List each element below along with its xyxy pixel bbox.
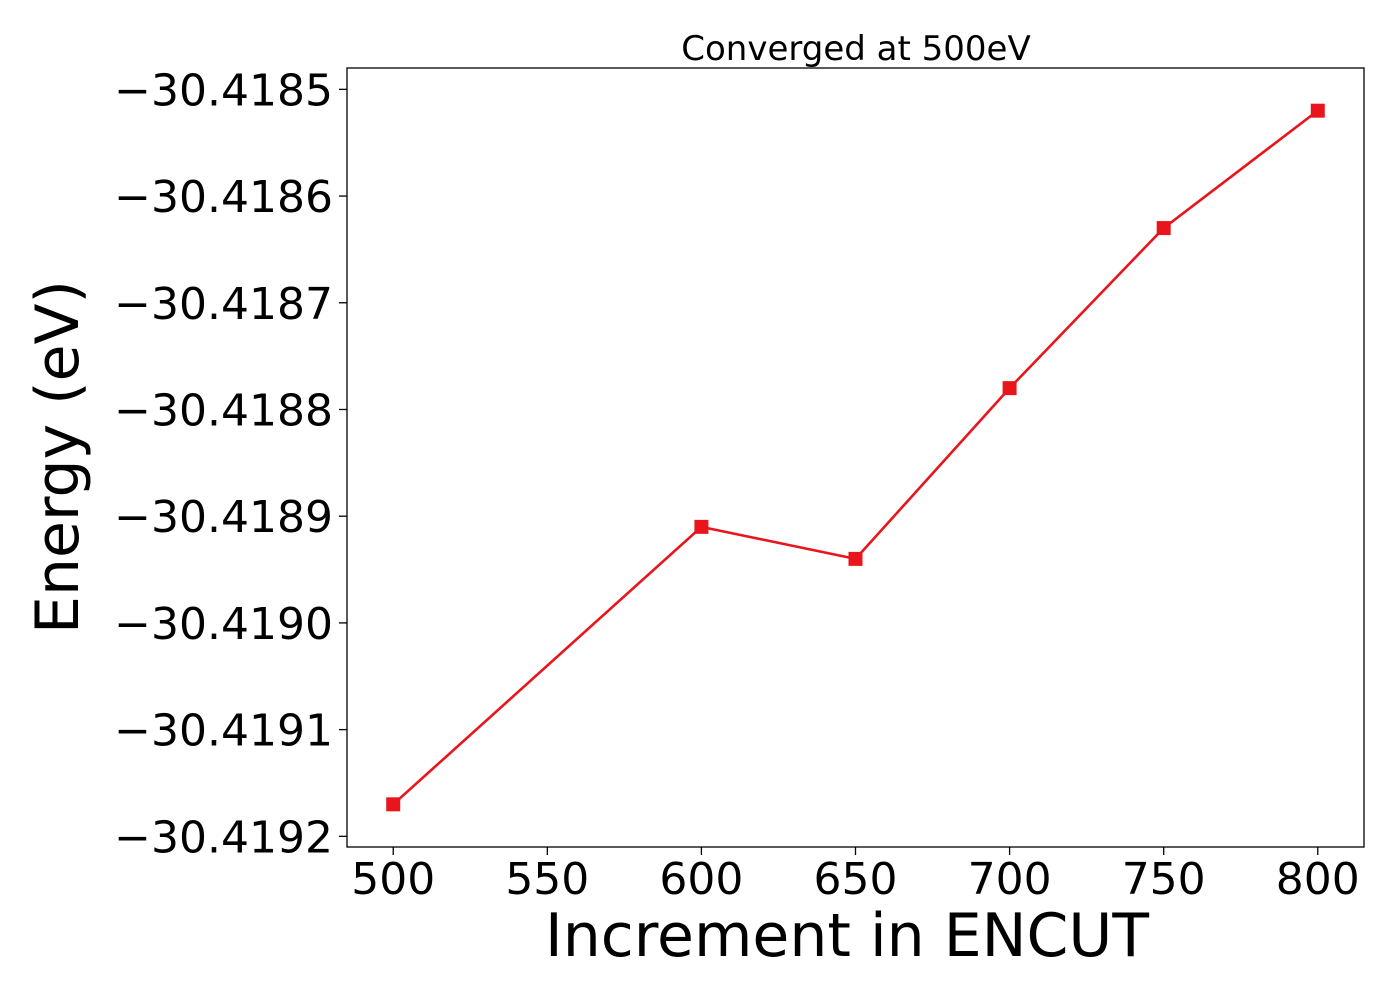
y-tick-label: −30.4186 (114, 172, 333, 223)
x-tick-label: 600 (659, 854, 743, 905)
x-tick-label: 650 (814, 854, 898, 905)
x-axis-label: Increment in ENCUT (545, 901, 1149, 971)
data-point-marker (1310, 103, 1325, 118)
chart-title: Converged at 500eV (681, 29, 1030, 69)
x-axis: 500 550 600 650 700 750 800 (351, 847, 1360, 905)
series-line (392, 109, 1319, 806)
y-tick-label: −30.4188 (114, 385, 333, 436)
data-point-marker (1156, 221, 1171, 236)
x-tick-label: 800 (1276, 854, 1360, 905)
y-axis: −30.4185 −30.4186 −30.4187 −30.4188 −30.4189… (114, 65, 347, 863)
x-tick-label: 700 (968, 854, 1052, 905)
y-tick-label: −30.4190 (114, 599, 333, 650)
data-point-marker (694, 519, 709, 534)
y-tick-label: −30.4185 (114, 65, 333, 116)
y-tick-label: −30.4187 (114, 279, 333, 330)
x-tick-label: 550 (505, 854, 589, 905)
plot-frame (346, 67, 1365, 848)
y-tick-label: −30.4192 (114, 812, 333, 863)
data-point-marker (848, 551, 863, 566)
series-layer (386, 103, 1325, 812)
x-tick-label: 750 (1122, 854, 1206, 905)
x-tick-label: 500 (351, 854, 435, 905)
data-point-marker (386, 797, 401, 812)
data-point-marker (1002, 381, 1017, 396)
y-tick-label: −30.4191 (114, 706, 333, 757)
y-tick-label: −30.4189 (114, 492, 333, 543)
y-axis-label: Energy (eV) (23, 280, 93, 634)
